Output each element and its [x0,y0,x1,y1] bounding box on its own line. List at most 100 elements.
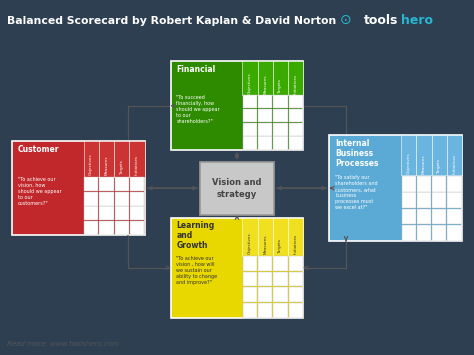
Bar [289,256,303,271]
Text: Initiatives: Initiatives [294,73,298,94]
Bar [401,225,416,241]
Bar [273,136,288,149]
Bar [273,109,288,122]
Bar [432,176,447,192]
Bar [273,256,288,271]
Bar [99,192,114,206]
Bar [401,135,416,175]
Bar [243,256,257,271]
Bar [99,221,114,235]
Bar [447,192,462,208]
Bar [447,209,462,224]
Bar [447,135,462,175]
Bar [243,272,257,286]
Bar [129,141,145,177]
Text: Measures: Measures [263,74,267,94]
Bar [243,123,257,136]
Bar [258,302,273,317]
Text: Targets: Targets [437,159,441,174]
Bar [273,123,288,136]
Bar [257,61,273,95]
Bar [417,225,431,241]
Bar [243,287,257,302]
Bar [258,109,273,122]
Bar [83,141,99,177]
Bar [258,136,273,149]
Bar [288,61,303,95]
Bar [289,123,303,136]
Text: Financial: Financial [176,65,216,74]
Bar [99,141,114,177]
Bar [115,206,129,220]
Text: Objectives: Objectives [407,152,411,174]
Bar [243,136,257,149]
Bar [242,61,257,95]
Bar [243,302,257,317]
Bar [115,221,129,235]
Text: tools: tools [364,14,399,27]
Bar [258,123,273,136]
Bar [447,225,462,241]
Text: Targets: Targets [278,79,283,94]
Bar [273,95,288,108]
Bar [417,176,431,192]
Bar [258,272,273,286]
Bar [171,61,303,150]
Text: hero: hero [401,14,433,27]
Text: Initiatives: Initiatives [294,234,298,254]
Bar [273,287,288,302]
Bar [84,192,98,206]
Bar [243,95,257,108]
Bar [432,209,447,224]
Bar [289,109,303,122]
Text: ⊙: ⊙ [340,13,352,27]
Bar [289,287,303,302]
Text: Objectives: Objectives [248,233,252,254]
Bar [243,109,257,122]
Bar [416,135,432,175]
Bar [130,206,144,220]
Bar [130,221,144,235]
Bar [432,225,447,241]
Bar [115,192,129,206]
Bar [258,95,273,108]
Bar [273,218,288,256]
Bar [258,287,273,302]
Bar [84,206,98,220]
Text: Internal
Business
Processes: Internal Business Processes [335,139,379,168]
Bar [417,192,431,208]
Bar [99,206,114,220]
Bar [171,218,303,318]
Bar [273,302,288,317]
Bar [258,256,273,271]
Bar [401,209,416,224]
Text: "To achieve our
vision , how will
we sustain our
ability to change
and improve?": "To achieve our vision , how will we sus… [176,256,218,285]
Bar [242,218,257,256]
Bar [447,176,462,192]
Text: Objectives: Objectives [248,72,252,94]
Text: Measures: Measures [263,235,267,254]
Text: Vision and
strategy: Vision and strategy [212,178,262,198]
Text: Targets: Targets [119,160,124,175]
Bar [130,177,144,191]
Text: Initiatives: Initiatives [453,154,456,174]
Text: Objectives: Objectives [89,154,93,175]
Text: Measures: Measures [104,156,109,175]
Bar [432,192,447,208]
Bar [84,177,98,191]
Bar [432,135,447,175]
Bar [200,162,274,215]
Bar [289,95,303,108]
Bar [273,61,288,95]
Bar [289,302,303,317]
Bar [99,177,114,191]
Bar [273,272,288,286]
Bar [401,176,416,192]
Bar [114,141,129,177]
Bar [257,218,273,256]
Bar [289,272,303,286]
Text: Initiatives: Initiatives [135,155,139,175]
Text: Read more: www.toolshero.com: Read more: www.toolshero.com [7,341,119,347]
Bar [401,192,416,208]
Bar [115,177,129,191]
